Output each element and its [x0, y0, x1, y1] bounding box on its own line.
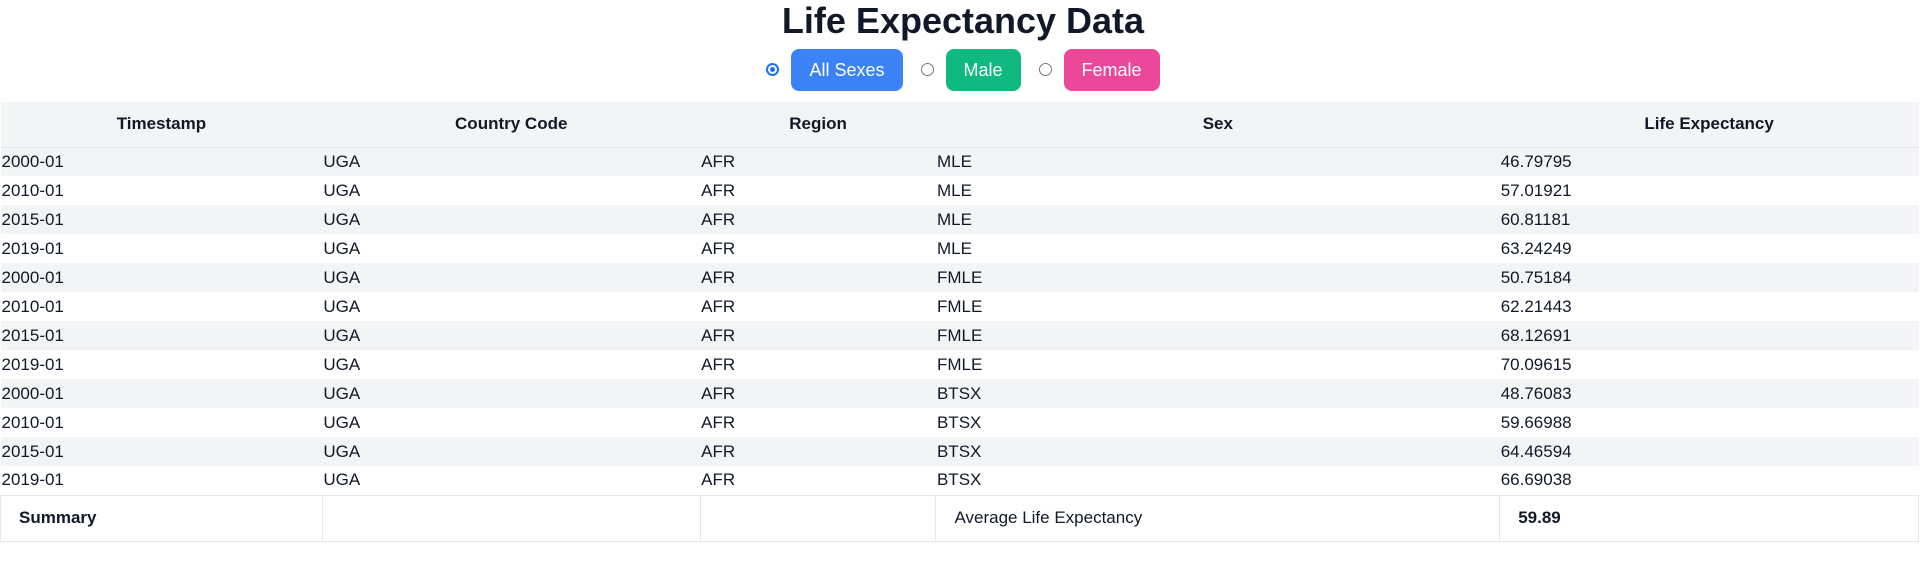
cell-sex: BTSX	[936, 470, 982, 490]
cell-country-code: UGA	[323, 238, 361, 258]
table-row: 2019-01 UGA AFR FMLE 70.09615	[1, 350, 1919, 379]
cell-life-expectancy: 60.81181	[1500, 209, 1571, 229]
all-sexes-button[interactable]: All Sexes	[791, 49, 903, 91]
filter-option-male: Male	[920, 49, 1021, 91]
cell-timestamp: 2015-01	[1, 441, 64, 461]
cell-region: AFR	[701, 267, 736, 287]
page-title: Life Expectancy Data	[781, 0, 1145, 41]
table-row: 2015-01 UGA AFR FMLE 68.12691	[0, 321, 1919, 350]
cell-sex: FMLE	[936, 267, 983, 287]
cell-region: AFR	[701, 296, 736, 316]
cell-timestamp: 2000-01	[1, 151, 64, 171]
cell-timestamp: 2019-01	[1, 470, 64, 490]
vertical-scrollbar[interactable]	[1919, 0, 1926, 577]
cell-timestamp: 2000-01	[1, 383, 64, 403]
cell-region: AFR	[701, 238, 736, 258]
table-row: 2019-01 UGA AFR BTSX 66.69038	[1, 466, 1919, 495]
cell-timestamp: 2000-01	[1, 267, 64, 287]
cell-timestamp: 2010-01	[1, 180, 64, 200]
cell-country-code: UGA	[323, 267, 361, 287]
summary-metric-value: 59.89	[1499, 494, 1919, 542]
cell-timestamp: 2015-01	[1, 209, 64, 229]
cell-country-code: UGA	[323, 441, 361, 461]
male-button[interactable]: Male	[945, 49, 1021, 91]
cell-region: AFR	[701, 441, 736, 461]
cell-region: AFR	[701, 412, 736, 432]
cell-region: AFR	[701, 354, 736, 374]
cell-country-code: UGA	[323, 325, 361, 345]
cell-region: AFR	[701, 209, 736, 229]
table-header-row: Timestamp Country Code Region Sex Life E…	[0, 102, 1919, 148]
cell-country-code: UGA	[323, 209, 361, 229]
header-sex: Sex	[935, 102, 1500, 148]
life-expectancy-table: Timestamp Country Code Region Sex Life E…	[0, 102, 1919, 542]
cell-life-expectancy: 68.12691	[1500, 325, 1572, 345]
filter-option-female: Female	[1038, 49, 1160, 91]
radio-male[interactable]	[920, 62, 934, 76]
table-body: 2000-01 UGA AFR MLE 46.79795 2010-01 UGA…	[0, 147, 1919, 495]
table-row: 2000-01 UGA AFR BTSX 48.76083	[0, 379, 1919, 408]
cell-life-expectancy: 48.76083	[1500, 383, 1572, 403]
female-button[interactable]: Female	[1063, 49, 1160, 91]
cell-sex: FMLE	[936, 354, 983, 374]
cell-sex: FMLE	[936, 296, 983, 316]
table-row: 2000-01 UGA AFR FMLE 50.75184	[0, 263, 1919, 292]
summary-label: Summary	[0, 494, 323, 542]
cell-country-code: UGA	[323, 470, 361, 490]
table-row: 2010-01 UGA AFR MLE 57.01921	[1, 176, 1919, 205]
cell-life-expectancy: 66.69038	[1500, 470, 1572, 490]
cell-timestamp: 2010-01	[1, 412, 64, 432]
cell-timestamp: 2015-01	[1, 325, 64, 345]
table-row: 2015-01 UGA AFR BTSX 64.46594	[0, 437, 1919, 466]
cell-region: AFR	[701, 383, 736, 403]
cell-life-expectancy: 46.79795	[1500, 151, 1572, 171]
cell-region: AFR	[701, 470, 736, 490]
cell-life-expectancy: 50.75184	[1500, 267, 1572, 287]
table-row: 2010-01 UGA AFR FMLE 62.21443	[1, 292, 1919, 321]
cell-timestamp: 2019-01	[1, 238, 64, 258]
cell-country-code: UGA	[323, 412, 361, 432]
cell-sex: BTSX	[936, 412, 982, 432]
summary-empty-cell	[699, 494, 937, 542]
cell-sex: MLE	[936, 238, 972, 258]
cell-timestamp: 2010-01	[1, 296, 64, 316]
cell-region: AFR	[701, 325, 736, 345]
summary-metric-label: Average Life Expectancy	[935, 494, 1501, 542]
radio-female[interactable]	[1038, 62, 1052, 76]
cell-country-code: UGA	[323, 354, 361, 374]
cell-timestamp: 2019-01	[1, 354, 64, 374]
cell-country-code: UGA	[323, 383, 361, 403]
cell-sex: MLE	[936, 180, 972, 200]
table-row: 2000-01 UGA AFR MLE 46.79795	[0, 147, 1919, 176]
summary-empty-cell	[321, 494, 701, 542]
cell-sex: BTSX	[936, 441, 982, 461]
cell-country-code: UGA	[323, 296, 361, 316]
header-life-expectancy: Life Expectancy	[1499, 102, 1919, 148]
cell-life-expectancy: 57.01921	[1500, 180, 1572, 200]
cell-life-expectancy: 70.09615	[1500, 354, 1572, 374]
cell-region: AFR	[701, 180, 736, 200]
table-row: 2010-01 UGA AFR BTSX 59.66988	[1, 408, 1919, 437]
table-row: 2019-01 UGA AFR MLE 63.24249	[1, 234, 1919, 263]
cell-region: AFR	[701, 151, 736, 171]
header-timestamp: Timestamp	[0, 102, 323, 148]
table-row: 2015-01 UGA AFR MLE 60.81181	[0, 205, 1919, 234]
cell-life-expectancy: 64.46594	[1500, 441, 1572, 461]
cell-sex: MLE	[936, 209, 972, 229]
cell-sex: MLE	[936, 151, 972, 171]
cell-life-expectancy: 59.66988	[1500, 412, 1572, 432]
cell-country-code: UGA	[323, 180, 361, 200]
header-country-code: Country Code	[322, 102, 701, 148]
filter-option-all-sexes: All Sexes	[766, 49, 903, 91]
header-region: Region	[700, 102, 936, 148]
cell-life-expectancy: 63.24249	[1500, 238, 1572, 258]
cell-life-expectancy: 62.21443	[1500, 296, 1572, 316]
summary-row: Summary Average Life Expectancy 59.89	[0, 494, 1919, 542]
sex-filter-group: All Sexes Male Female	[0, 49, 1926, 91]
radio-all-sexes[interactable]	[766, 62, 780, 76]
cell-sex: FMLE	[936, 325, 983, 345]
cell-country-code: UGA	[323, 151, 361, 171]
cell-sex: BTSX	[936, 383, 982, 403]
